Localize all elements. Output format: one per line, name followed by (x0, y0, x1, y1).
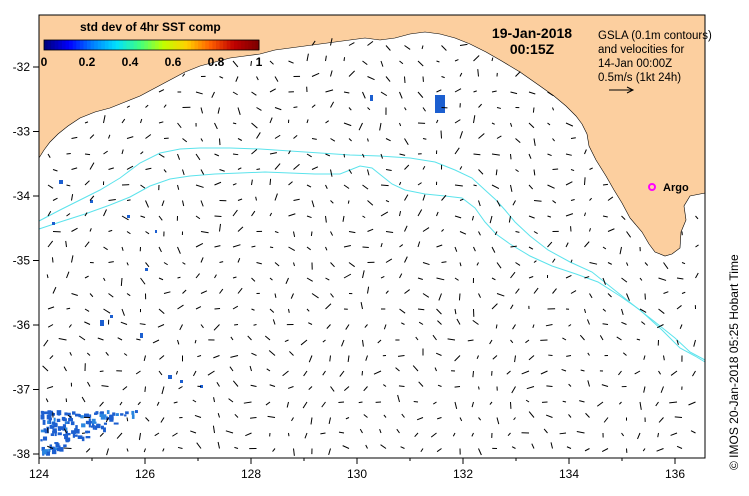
colorbar-tick-label: 1 (256, 55, 263, 69)
latitude-tick-label: -34 (13, 189, 31, 203)
colorbar-tick-label: 0.2 (79, 55, 96, 69)
latitude-tick-label: -33 (13, 125, 31, 139)
longitude-tick-label: 128 (241, 467, 261, 481)
latitude-tick-label: -37 (13, 383, 31, 397)
longitude-tick-label: 130 (347, 467, 367, 481)
gsla-contour (38, 165, 706, 363)
info-line: GSLA (0.1m contours) (598, 30, 712, 42)
land-mass (38, 14, 706, 257)
info-line: 0.5m/s (1kt 24h) (598, 72, 681, 84)
plot-frame (38, 14, 706, 459)
longitude-tick-label: 126 (135, 467, 155, 481)
longitude-axis: 124 126 128 130 132 134 136 (29, 458, 685, 481)
colorbar-tick-label: 0.6 (165, 55, 182, 69)
info-line: 14-Jan 00:00Z (598, 58, 672, 70)
map-time: 00:15Z (510, 41, 555, 57)
copyright-label: © IMOS 20-Jan-2018 05:25 Hobart Time (727, 254, 741, 470)
velocity-info: GSLA (0.1m contours) and velocities for … (598, 30, 712, 94)
colorbar-tick-label: 0.4 (122, 55, 139, 69)
latitude-tick-label: -35 (13, 254, 31, 268)
longitude-tick-label: 136 (665, 467, 685, 481)
velocity-vectors (42, 38, 699, 456)
latitude-tick-label: -38 (13, 447, 31, 461)
argo-marker: Argo (648, 182, 689, 194)
info-line: and velocities for (598, 44, 684, 56)
gsla-contour (38, 147, 706, 361)
longitude-tick-label: 124 (29, 467, 49, 481)
longitude-tick-label: 132 (453, 467, 473, 481)
colorbar: std dev of 4hr SST comp 0 0.2 0.4 0.6 0.8 1 (41, 20, 263, 69)
latitude-tick-label: -32 (13, 60, 31, 74)
colorbar-tick-label: 0 (41, 55, 48, 69)
latitude-tick-label: -36 (13, 318, 31, 332)
map-date: 19-Jan-2018 (492, 25, 572, 41)
longitude-tick-label: 134 (559, 467, 579, 481)
argo-label: Argo (663, 182, 689, 194)
colorbar-tick-label: 0.8 (208, 55, 225, 69)
colorbar-title: std dev of 4hr SST comp (80, 20, 221, 34)
latitude-axis: -32 -33 -34 -35 -36 -37 -38 (13, 60, 39, 461)
argo-icon (648, 183, 656, 191)
scale-arrow-head (626, 86, 635, 94)
